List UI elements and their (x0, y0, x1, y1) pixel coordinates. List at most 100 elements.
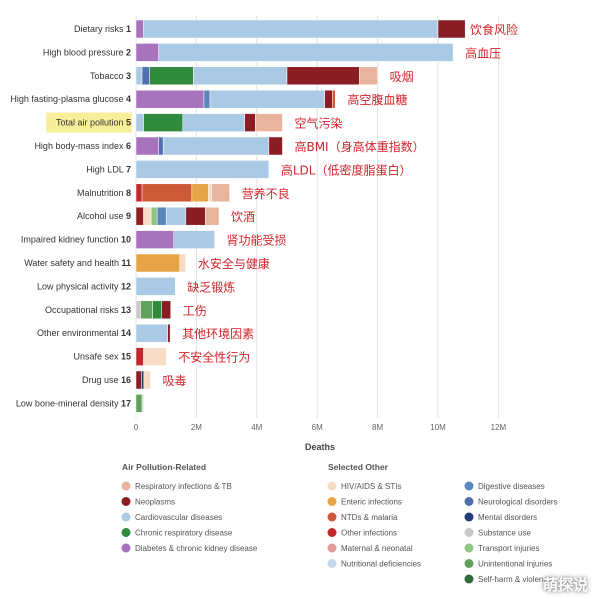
legend-swatch (327, 497, 337, 506)
legend-swatch (121, 497, 131, 506)
legend-item: Self-harm & violence (464, 574, 552, 584)
bar-segment-cardiovascular (143, 19, 439, 39)
legend-label: Enteric infections (341, 498, 402, 507)
bar-segment-cardiovascular (165, 206, 187, 226)
legend-label: Nutritional deficiencies (341, 560, 421, 569)
bar-segment-neoplasms (185, 206, 206, 226)
legend-item: Mental disorders (464, 512, 537, 522)
legend-item: Neoplasms (121, 497, 175, 507)
bar-row (135, 300, 171, 320)
legend-label: Self-harm & violence (478, 575, 552, 584)
bar-row (135, 183, 230, 203)
bar-segment-diabetes_ckd (135, 230, 174, 249)
bar-segment-hiv (143, 347, 167, 366)
legend-label: Mental disorders (478, 513, 537, 522)
bar-segment-enteric (191, 183, 209, 203)
bar-segment-transport (150, 206, 158, 226)
bar-row (135, 253, 187, 273)
legend-item: NTDs & malaria (327, 512, 398, 522)
legend-swatch (327, 559, 337, 568)
legend-item: Substance use (464, 528, 531, 538)
legend-label: Digestive diseases (478, 482, 545, 491)
bar-segment-other_inf (135, 347, 144, 366)
category-label: Total air pollution 5 (56, 118, 131, 128)
bar-segment-neuro (141, 66, 150, 86)
bar-segment-substance (135, 300, 141, 320)
bar-segment-neoplasms (161, 300, 171, 320)
bar-row (135, 394, 144, 413)
legend-swatch (327, 481, 337, 491)
category-label: Other environmental 14 (37, 328, 131, 338)
category-label: Malnutrition 8 (77, 188, 131, 198)
legend-label: Diabetes & chronic kidney disease (135, 544, 258, 553)
bar-segment-respiratory (211, 183, 230, 203)
category-label: Drug use 16 (82, 375, 131, 385)
legend-swatch (121, 543, 131, 553)
highlight-box (46, 112, 132, 133)
legend-swatch (464, 574, 474, 584)
category-label: Low bone-mineral density 17 (16, 398, 131, 408)
category-label: High fasting-plasma glucose 4 (10, 94, 131, 104)
bar-segment-digestive (203, 89, 211, 109)
legend-swatch (327, 512, 337, 522)
legend-item: Neurological disorders (464, 497, 558, 507)
legend-item: Other infections (327, 528, 397, 538)
bar-segment-neoplasms (167, 323, 171, 343)
highlighted-label-box (46, 112, 132, 133)
bar-segment-respiratory (359, 66, 378, 86)
x-tick-label: 8M (372, 423, 383, 432)
bar-segment-neuro (158, 136, 164, 156)
category-label: Water safety and health 11 (24, 258, 131, 268)
bar-segment-hiv (143, 206, 152, 226)
bar-segment-neoplasms (286, 66, 360, 86)
bar-segment-cardiovascular (135, 160, 270, 179)
legend-swatch (121, 481, 131, 491)
category-label: Alcohol use 9 (77, 211, 131, 221)
bar-row (135, 347, 167, 366)
legend-item: Maternal & neonatal (327, 543, 413, 553)
legend-item: Enteric infections (327, 497, 402, 507)
chinese-annotation: 饮酒 (231, 210, 255, 224)
x-tick-label: 6M (312, 423, 323, 432)
legend-swatch (121, 512, 131, 522)
legend-label: NTDs & malaria (341, 513, 398, 522)
category-label: Low physical activity 12 (37, 281, 131, 291)
bar-segment-diabetes_ckd (135, 43, 159, 62)
bar-segment-hiv (208, 183, 212, 203)
bar-row (135, 89, 336, 109)
legend-swatch (464, 528, 474, 537)
legend-label: Maternal & neonatal (341, 544, 413, 553)
bar-row (135, 136, 283, 156)
bar-segment-neoplasms (135, 370, 142, 390)
legend-heading-other: Selected Other (328, 462, 389, 472)
legend: Air Pollution-Related Selected Other Respi… (121, 462, 558, 584)
bar-segment-chronic_resp (149, 66, 194, 86)
bar-row (135, 230, 215, 249)
x-tick-label: 0 (134, 423, 139, 432)
category-label: High LDL 7 (86, 164, 131, 174)
legend-item: HIV/AIDS & STIs (327, 481, 401, 491)
watermark-logo: 萌探说 (542, 576, 588, 594)
bar-segment-cardiovascular (135, 66, 143, 86)
legend-item: Nutritional deficiencies (327, 559, 421, 569)
bar-segment-diabetes_ckd (135, 136, 159, 156)
legend-label: Neurological disorders (478, 498, 558, 507)
bar-segment-digestive (156, 206, 167, 226)
x-axis-title: Deaths (305, 442, 335, 452)
legend-label: Respiratory infections & TB (135, 482, 232, 491)
legend-item: Unintentional injuries (464, 559, 552, 569)
bar-segment-cardiovascular (135, 323, 168, 343)
legend-item: Transport injuries (464, 543, 540, 553)
legend-swatch (327, 543, 337, 553)
x-tick-label: 10M (430, 423, 446, 432)
legend-item: Digestive diseases (464, 481, 545, 491)
chinese-annotation: 营养不良 (242, 186, 290, 201)
legend-item: Respiratory infections & TB (121, 481, 232, 491)
legend-label: Chronic respiratory disease (135, 529, 233, 538)
bar-row (135, 206, 220, 226)
legend-label: Other infections (341, 529, 397, 538)
bar-segment-cardiovascular (135, 113, 144, 132)
category-label: Occupational risks 13 (45, 305, 131, 315)
bar-segment-diabetes_ckd (135, 89, 205, 109)
